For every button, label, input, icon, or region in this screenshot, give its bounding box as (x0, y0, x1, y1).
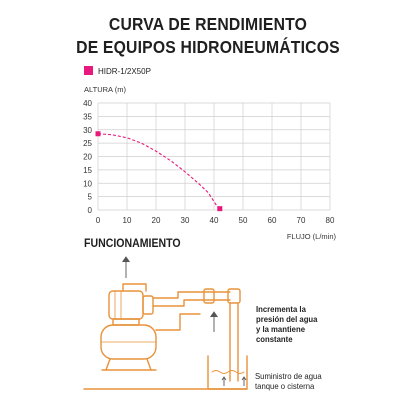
x-tick-label: 50 (239, 216, 248, 225)
x-tick-label: 70 (297, 216, 306, 225)
y-axis-label: ALTURA (m) (84, 85, 126, 94)
pressure-note-line: constante (256, 334, 293, 344)
pump-motor (108, 290, 154, 326)
pipe-elbow (227, 288, 241, 304)
pressure-note: Incrementa la presión del agua y la mant… (256, 304, 364, 344)
cistern (207, 355, 248, 390)
y-tick-label: 15 (83, 166, 92, 175)
series-start-marker (95, 131, 101, 137)
y-tick-label: 40 (83, 99, 92, 108)
section-heading-funcionamiento: FUNCIONAMIENTO (84, 236, 181, 250)
series-end-marker (217, 206, 223, 212)
legend-swatch (84, 66, 93, 75)
outlet-pipe (122, 283, 147, 292)
supply-note-line: tanque o cisterna (255, 381, 315, 391)
pressure-tank (100, 324, 157, 371)
pressure-note-line: Incrementa la (256, 304, 306, 314)
chart-legend: HIDR-1/2X50P (84, 66, 151, 76)
x-tick-label: 0 (96, 216, 101, 225)
y-tick-label: 0 (88, 206, 93, 215)
chart-grid (97, 102, 331, 211)
supply-note-line: Suministro de agua (255, 371, 322, 381)
x-tick-label: 30 (181, 216, 190, 225)
x-tick-label: 80 (326, 216, 335, 225)
discharge-pipe (152, 291, 231, 299)
y-tick-label: 10 (83, 179, 92, 188)
chart-title-line-2: DE EQUIPOS HIDRONEUMÁTICOS (76, 37, 340, 57)
x-tick-label: 20 (152, 216, 161, 225)
x-tick-label: 10 (123, 216, 132, 225)
performance-chart: 0 5 10 15 20 25 30 35 40 0 10 20 30 40 50 60 70 80 ALTURA … (83, 66, 337, 241)
y-tick-label: 20 (83, 153, 92, 162)
y-tick-label: 30 (83, 126, 92, 135)
x-tick-label: 60 (268, 216, 277, 225)
x-axis-label: FLUJO (L/min) (287, 232, 337, 241)
suction-pipe (229, 302, 239, 382)
pressure-note-line: y la mantiene (256, 324, 306, 334)
pressure-note-line: presión del agua (256, 314, 318, 324)
chart-series (95, 131, 223, 212)
x-tick-label: 40 (210, 216, 219, 225)
chart-axes: 0 5 10 15 20 25 30 35 40 0 10 20 30 40 50 60 70 80 ALTURA … (83, 85, 336, 241)
series-line (97, 133, 221, 210)
pipe-coupling (203, 288, 215, 304)
legend-label: HIDR-1/2X50P (98, 67, 151, 76)
y-tick-label: 25 (83, 139, 92, 148)
y-tick-label: 5 (88, 193, 93, 202)
supply-note: Suministro de agua tanque o cisterna (255, 371, 363, 391)
chart-title-line-1: CURVA DE RENDIMIENTO (108, 14, 308, 34)
y-tick-label: 35 (83, 112, 92, 121)
